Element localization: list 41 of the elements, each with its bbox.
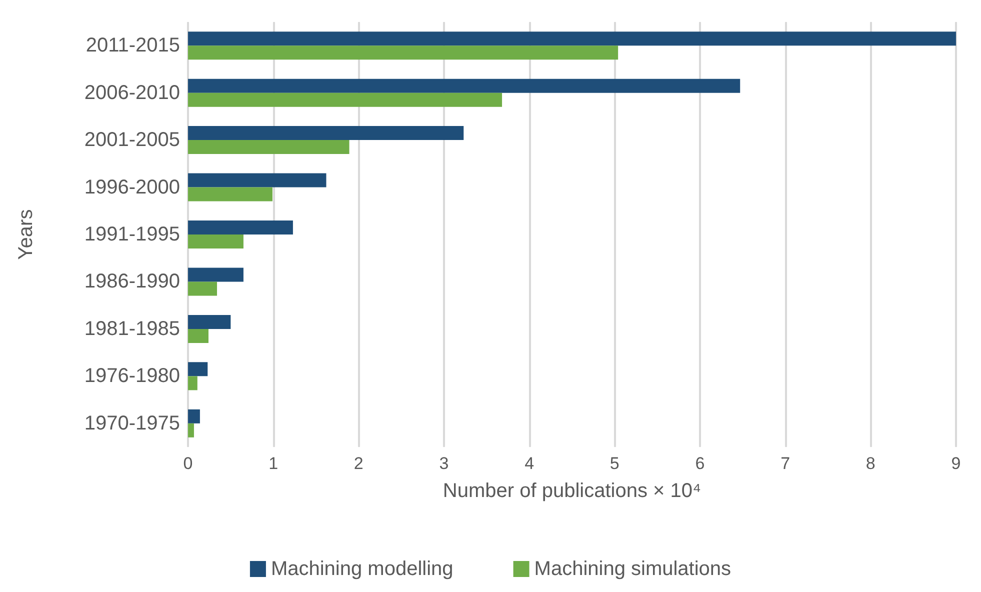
bar [188,187,272,202]
bar [188,423,194,438]
x-tick-label: 8 [866,454,876,473]
x-tick-label: 9 [951,454,961,473]
y-tick-label: 1981-1985 [84,318,180,340]
bar [188,282,218,296]
x-tick-label: 0 [183,454,193,473]
y-tick-label: 1976-1980 [84,365,180,388]
bar [188,173,326,188]
bar [188,328,208,343]
bar [188,362,208,376]
x-axis-title: Number of publications × 10⁴ [442,480,702,502]
x-tick-label: 6 [695,454,705,473]
y-axis-title: Years [15,209,37,260]
bar [188,220,293,234]
bar [188,78,740,93]
x-tick-label: 4 [524,454,534,473]
bar [188,92,502,107]
bar [188,234,244,248]
y-tick-label: 1986-1990 [84,270,180,293]
y-tick-label: 2006-2010 [84,82,180,104]
y-tick-label: 1991-1995 [84,224,180,246]
bar [188,376,198,390]
legend-label: Machining modelling [270,558,454,580]
y-tick-label: 1970-1975 [84,412,180,434]
x-tick-label: 2 [354,454,364,473]
bar [188,46,618,60]
y-tick-label: 2011-2015 [86,34,180,57]
bar [188,409,200,424]
bar [188,32,956,46]
x-tick-label: 1 [268,454,278,473]
x-tick-label: 5 [610,454,620,473]
y-tick-label: 2001-2005 [84,129,180,152]
bar [188,140,350,154]
bar [188,314,231,329]
bar [188,126,464,140]
y-tick-label: 1996-2000 [84,176,180,198]
x-tick-label: 7 [780,454,790,473]
x-tick-label: 3 [439,454,449,473]
bar [188,268,244,282]
legend-label: Machining simulations [534,558,732,580]
